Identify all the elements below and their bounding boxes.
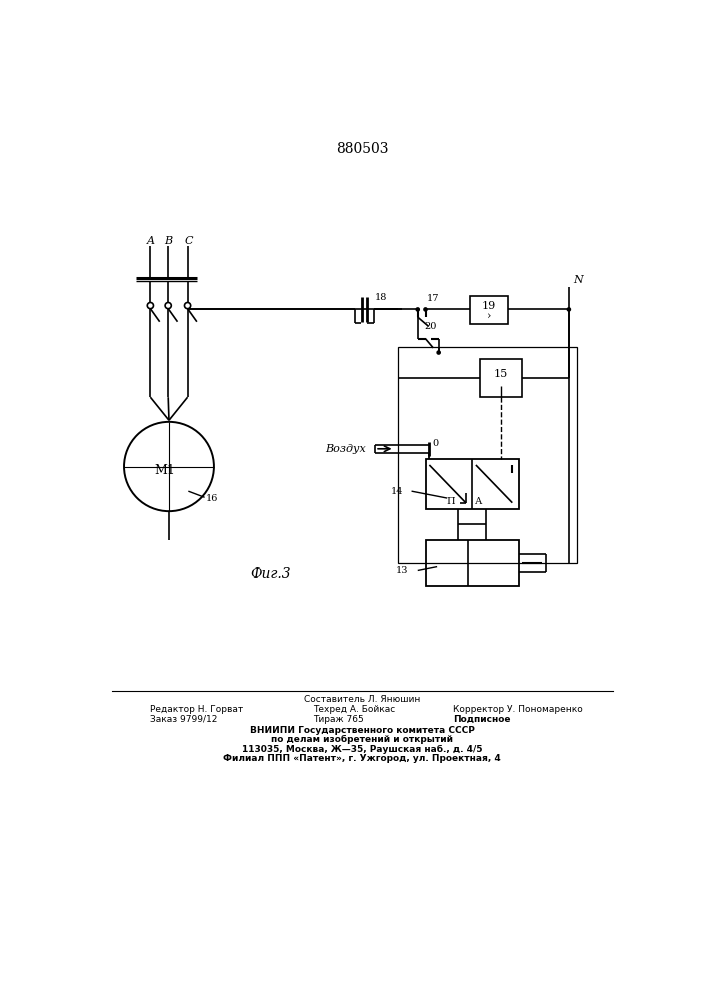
Bar (469, 296, 508, 324)
Text: 13: 13 (396, 566, 409, 575)
Bar (426, 459, 518, 509)
Text: C: C (185, 236, 194, 246)
Text: ›: › (487, 311, 491, 321)
Text: M1: M1 (155, 464, 175, 477)
Text: ВНИИПИ Государственного комитета СССР: ВНИИПИ Государственного комитета СССР (250, 726, 474, 735)
Text: 113035, Москва, Ж—35, Раушская наб., д. 4/5: 113035, Москва, Ж—35, Раушская наб., д. … (242, 745, 482, 754)
Text: Фиг.3: Фиг.3 (250, 567, 291, 581)
Text: N: N (573, 275, 583, 285)
Text: 0: 0 (433, 439, 438, 448)
Text: Тираж 765: Тираж 765 (313, 715, 364, 724)
Text: П: П (447, 497, 455, 506)
Bar (398, 347, 577, 563)
Text: 16: 16 (206, 494, 218, 503)
Circle shape (416, 307, 420, 312)
Text: Техред А. Бойкас: Техред А. Бойкас (313, 705, 395, 714)
Text: B: B (164, 236, 173, 246)
Text: Филиал ППП «Патент», г. Ужгород, ул. Проектная, 4: Филиал ППП «Патент», г. Ужгород, ул. Про… (223, 754, 501, 763)
Text: A: A (146, 236, 154, 246)
Bar (480, 359, 522, 397)
Text: Заказ 9799/12: Заказ 9799/12 (151, 715, 218, 724)
Text: 18: 18 (375, 293, 387, 302)
Text: Подписное: Подписное (452, 715, 510, 724)
Text: Составитель Л. Янюшин: Составитель Л. Янюшин (304, 695, 420, 704)
Text: Редактор Н. Горват: Редактор Н. Горват (151, 705, 244, 714)
Text: 14: 14 (391, 487, 403, 496)
Text: по делам изобретений и открытий: по делам изобретений и открытий (271, 735, 453, 744)
Text: 15: 15 (493, 369, 508, 379)
Text: 19: 19 (482, 301, 496, 311)
Circle shape (566, 307, 571, 312)
Circle shape (436, 350, 441, 355)
Text: Воздух: Воздух (325, 444, 366, 454)
Text: А: А (474, 497, 482, 506)
Bar (426, 540, 518, 586)
Text: 17: 17 (427, 294, 440, 303)
Text: 880503: 880503 (336, 142, 388, 156)
Text: 20: 20 (424, 322, 436, 331)
Text: Корректор У. Пономаренко: Корректор У. Пономаренко (452, 705, 583, 714)
Circle shape (423, 307, 428, 312)
